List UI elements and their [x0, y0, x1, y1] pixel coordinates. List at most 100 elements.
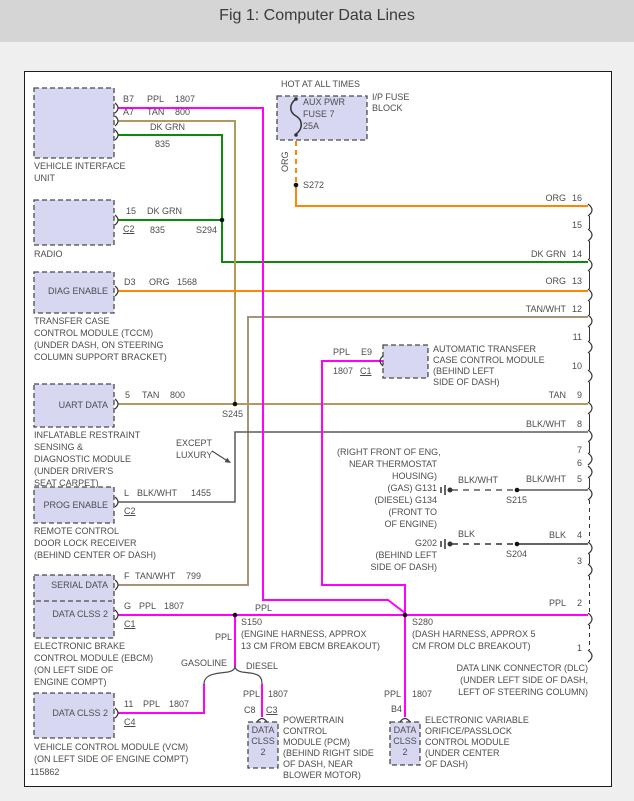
dlc-pin15-terminal [587, 228, 593, 242]
wire-tanwht-ebcm-to-dlc12 [118, 316, 588, 586]
rcdlr-connector: C2 [124, 506, 136, 516]
fuse-rating: 25A [303, 121, 320, 131]
splice-s280-dot [402, 612, 408, 618]
dlc-name-line2: (UNDER LEFT SIDE OF DASH, [460, 675, 588, 685]
fuse-block-line2: BLOCK [372, 103, 403, 113]
dlc-pin5-terminal [587, 487, 593, 501]
tccm-box-label: DIAG ENABLE [47, 286, 108, 296]
tccm-name-line1: TRANSFER CASE [34, 316, 110, 326]
viu-pin-b7-terminal [114, 102, 119, 114]
splice-s294-label: S294 [196, 225, 218, 235]
g131-line5: (DIESEL) G134 [374, 495, 437, 505]
splice-s150-label: S150 [241, 617, 263, 627]
evo-box [389, 721, 421, 766]
viu-pin-a7-terminal [114, 115, 119, 127]
evo-pin: B4 [391, 704, 403, 714]
ebcm-box-label-serial-data: SERIAL DATA [51, 580, 108, 590]
rcdlr-pin-terminal [114, 496, 119, 508]
gasoline-diesel-brace [203, 665, 263, 685]
dlc-pin-8-number: 8 [576, 419, 582, 429]
vcm-wire-color: PPL [143, 699, 161, 709]
splice-dots [219, 182, 520, 618]
atccm-wire-color: PPL [333, 347, 351, 357]
ebcm-pin-f-terminal [114, 579, 119, 591]
irsdm-name-line5: SEAT CARPET) [34, 478, 99, 488]
ebcm-name-line1: ELECTRONIC BRAKE [34, 641, 126, 651]
module-boxes [33, 87, 429, 769]
rcdlr-name-line1: REMOTE CONTROL [34, 526, 120, 536]
dlc-pin8-terminal [587, 429, 593, 443]
except-luxury-line1: EXCEPT [176, 438, 213, 448]
dlc-pin12-terminal [587, 314, 593, 328]
atccm-name-line3: (BEHIND LEFT [433, 366, 495, 376]
dlc-pin-3-number: 3 [576, 556, 582, 566]
ebcm-pin-f: F [124, 571, 130, 581]
wire-ppl-atccm-to-s280 [321, 360, 406, 615]
dlc-pin-16-number: 16 [571, 193, 582, 203]
ebcm-pin-g-terminal [114, 609, 119, 621]
dlc-pin-15-number: 15 [571, 220, 582, 230]
atccm-name: AUTOMATIC TRANSFER CASE CONTROL MODULE (… [433, 344, 545, 388]
dlc-pin11-terminal [587, 340, 593, 354]
irsdm-box [33, 383, 115, 428]
radio-name: RADIO [34, 249, 63, 259]
viu-box [33, 87, 115, 159]
g131-line6: (FRONT TO [388, 507, 437, 517]
evo-circuit: 1807 [412, 689, 433, 699]
vcm-box-label: DATA CLSS 2 [52, 708, 108, 718]
rcdlr-box [33, 486, 115, 524]
rcdlr-name-line3: (BEHIND CENTER OF DASH) [34, 550, 157, 560]
rcdlr-pin: L [124, 488, 130, 498]
g131-line1: (RIGHT FRONT OF ENG, [337, 447, 441, 457]
pcm-name-line3: MODULE (PCM) [283, 737, 350, 747]
viu-dk-color: DK GRN [150, 122, 186, 132]
viu-b7-circuit: 1807 [175, 94, 196, 104]
vcm-pin-terminal [114, 707, 119, 719]
g131-line7: OF ENGINE) [384, 519, 437, 529]
except-luxury-note: EXCEPT LUXURY [176, 437, 212, 461]
pcm-pin: C8 [244, 705, 256, 715]
vcm-pin: 11 [124, 699, 134, 709]
evo-box-line3: 2 [402, 747, 408, 757]
splice-s150-dot [232, 612, 238, 618]
rcdlr-circuit: 1455 [191, 488, 212, 498]
evo-box-line1: DATA [393, 725, 417, 735]
except-luxury-arrow [211, 450, 231, 463]
splice-s280-label: S280 [412, 617, 434, 627]
splice-s215-dot [514, 487, 520, 493]
viu-a7-color: TAN [147, 107, 165, 117]
atccm-connector: C1 [360, 366, 372, 376]
pcm-circuit: 1807 [268, 689, 289, 699]
evo-name-line5: OF DASH) [425, 759, 469, 769]
dlc-pin-5-number: 5 [576, 474, 582, 484]
dlc-pin-7-number: 7 [576, 445, 582, 455]
vcm-circuit: 1807 [169, 699, 190, 709]
except-luxury-line2: LUXURY [176, 450, 213, 460]
radio-circuit: 835 [150, 225, 166, 235]
atccm-name-line2: CASE CONTROL MODULE [433, 355, 545, 365]
figure-title: Fig 1: Computer Data Lines [219, 7, 415, 24]
fuse-block-line1: I/P FUSE [372, 92, 410, 102]
pcm-pin-terminal [256, 717, 268, 723]
evo-pin-terminal [399, 717, 411, 723]
dlc-pin16-terminal [587, 203, 593, 217]
ebcm-box-label-data-clss2: DATA CLSS 2 [52, 609, 108, 619]
dlc-pin-4-color: BLK [548, 530, 566, 540]
dlc-pin-5-color: BLK/WHT [525, 474, 566, 484]
module-pin-terminals [114, 102, 411, 723]
rcdlr-wire-color: BLK/WHT [137, 488, 178, 498]
ebcm-pin-g: G [124, 601, 132, 611]
title-band: Fig 1: Computer Data Lines [0, 0, 634, 42]
doc-number: 115862 [30, 767, 60, 777]
tccm-name-line3: (UNDER DASH, ON STEERING [34, 340, 164, 350]
dlc-pin-1-number: 1 [576, 643, 582, 653]
splice-s245-dot [232, 401, 238, 407]
tccm-name-line4: COLUMN SUPPORT BRACKET) [34, 352, 167, 362]
evo-name-line1: ELECTRONIC VARIABLE [425, 715, 529, 725]
atccm-name-line4: SIDE OF DASH) [433, 377, 500, 387]
wires-blk-wht [118, 431, 588, 503]
radio-wire-color: DK GRN [147, 206, 183, 216]
wires-dk-grn [118, 134, 588, 263]
